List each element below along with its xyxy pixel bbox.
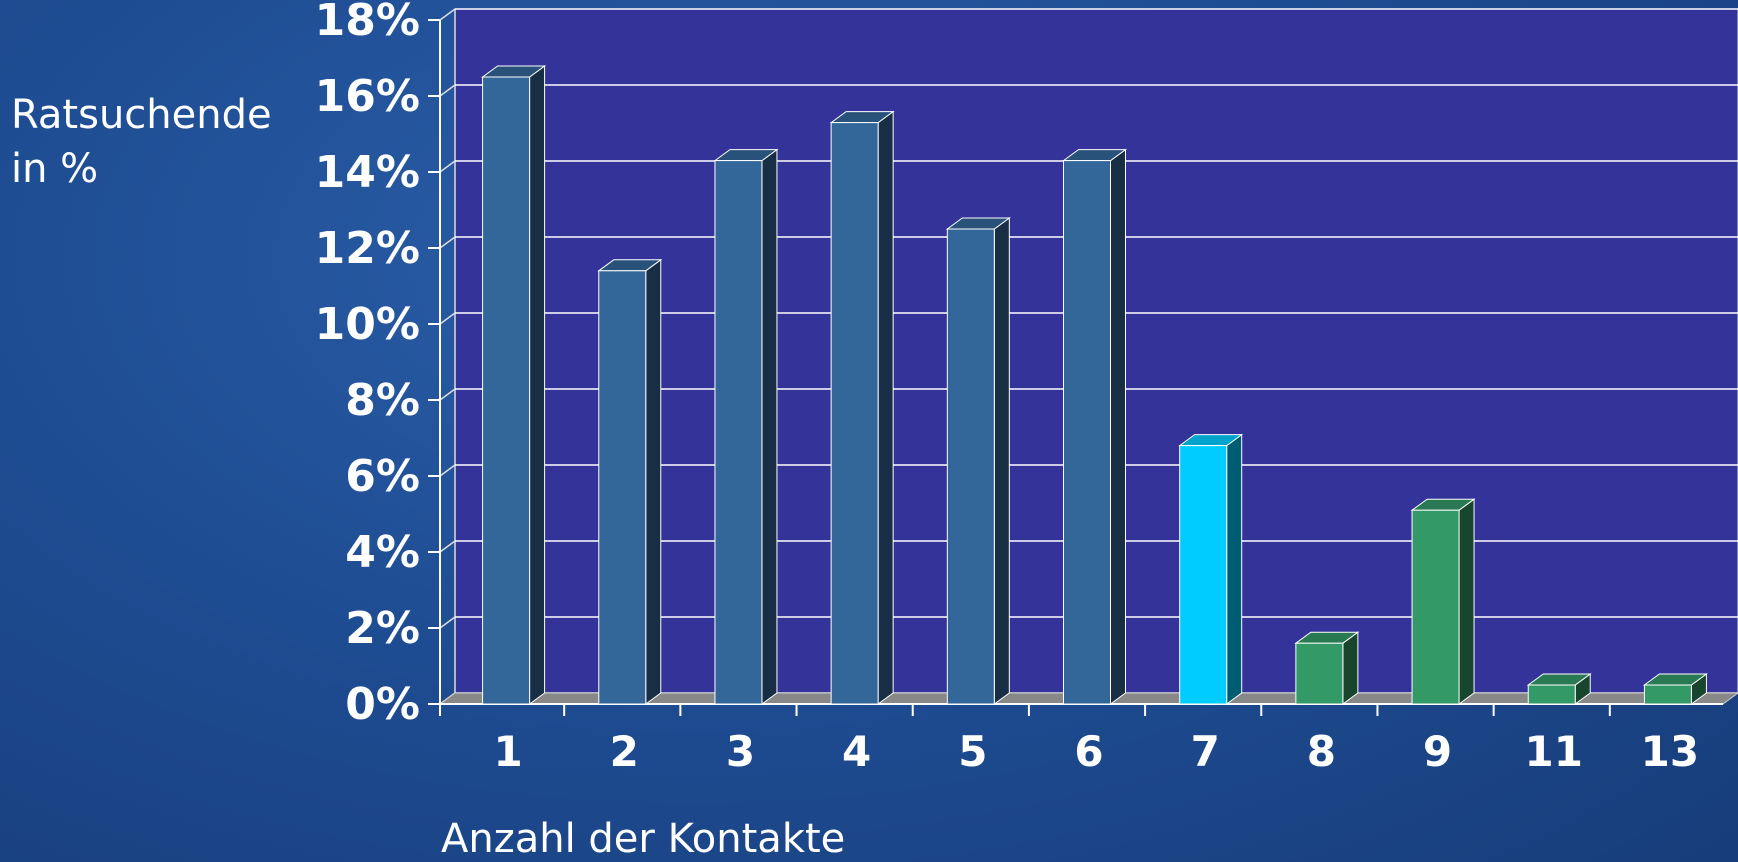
y-tick-label: 18% (315, 0, 420, 46)
bar-front (1179, 445, 1228, 705)
y-tick-label: 0% (345, 679, 420, 730)
tick-depth (439, 160, 456, 173)
tick-depth (439, 312, 456, 325)
tick-depth (439, 236, 456, 249)
bar-side (1110, 148, 1126, 705)
bar-side (529, 65, 546, 705)
bar (1526, 673, 1592, 705)
y-tick-label: 16% (315, 71, 420, 122)
tick-depth (439, 540, 456, 553)
bar (481, 65, 547, 705)
x-tick-label: 5 (958, 727, 987, 776)
y-axis-label: Ratsuchende in % (11, 92, 272, 192)
bar-front (1411, 509, 1460, 705)
bar (1178, 433, 1244, 705)
tick-depth (439, 464, 456, 477)
bar (713, 148, 779, 705)
y-tick-label: 10% (315, 299, 420, 350)
bar (945, 217, 1011, 705)
bar-front (1295, 642, 1344, 705)
y-tick-label: 8% (345, 375, 420, 426)
bar-side (1458, 498, 1475, 705)
y-tick-label: 12% (315, 223, 420, 274)
bar-front (946, 228, 995, 705)
y-tick-label: 4% (345, 527, 420, 578)
y-tick-label: 14% (315, 147, 420, 198)
tick-depth (439, 84, 456, 97)
bar-side (1342, 631, 1359, 705)
bar-side (877, 110, 894, 705)
bar (1642, 673, 1708, 705)
bar-front (1063, 160, 1111, 705)
y-tick-label: 2% (345, 603, 420, 654)
x-tick-label: 2 (610, 727, 639, 776)
x-tick-label: 7 (1191, 727, 1220, 776)
bar-side (993, 217, 1010, 705)
x-axis-label: Anzahl der Kontakte (441, 816, 846, 862)
bar-side (761, 148, 778, 705)
bar-front (1527, 684, 1576, 705)
x-tick-label: 4 (842, 727, 871, 776)
bar (597, 258, 663, 705)
tick-depth (439, 388, 456, 401)
x-tick-label: 11 (1525, 727, 1583, 776)
bar (829, 110, 895, 705)
bar-side (1226, 433, 1243, 705)
bar (1410, 498, 1476, 705)
x-tick-label: 8 (1307, 727, 1336, 776)
bar-front (598, 270, 647, 705)
bar (1294, 631, 1360, 705)
x-tick-label: 13 (1641, 727, 1699, 776)
tick-depth (439, 8, 456, 21)
bar-front (482, 76, 531, 705)
tick-depth (439, 616, 456, 629)
x-tick-label: 6 (1074, 727, 1103, 776)
bar-front (830, 122, 879, 705)
x-tick-label: 9 (1423, 727, 1452, 776)
bar (1061, 148, 1128, 705)
x-tick-label: 1 (493, 727, 522, 776)
bar-front (1643, 684, 1692, 705)
y-tick-label: 6% (345, 451, 420, 502)
bar-front (714, 160, 763, 705)
bar-side (645, 258, 662, 705)
x-tick-label: 3 (726, 727, 755, 776)
chart: 0% 2% 4% 6% 8% 10% 12% 14% 16% 18% 1 2 3 4 5 6 7 8 9 11 13 (315, 0, 1738, 776)
